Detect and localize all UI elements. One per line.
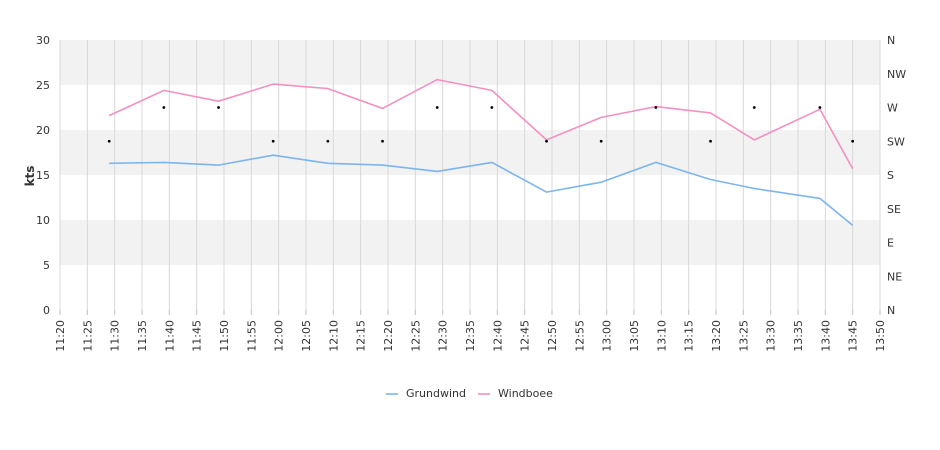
- direction-tick-label: E: [887, 237, 894, 250]
- x-tick-label: 13:00: [601, 320, 614, 352]
- y-tick-label: 20: [36, 124, 50, 137]
- y-tick-label: 10: [36, 214, 50, 227]
- direction-tick-label: SE: [887, 203, 901, 216]
- direction-tick-label: N: [887, 34, 895, 47]
- direction-tick-label: NE: [887, 270, 902, 283]
- y-axis-title: kts: [23, 166, 37, 187]
- direction-axis-ticks: N NE E SE S SW W NW N: [887, 34, 906, 317]
- y-tick-label: 15: [36, 169, 50, 182]
- x-tick-label: 11:30: [109, 320, 122, 352]
- direction-marker: [752, 106, 756, 109]
- x-tick-label: 13:15: [683, 320, 696, 352]
- x-tick-label: 12:55: [573, 320, 586, 352]
- direction-markers: [107, 106, 855, 143]
- x-tick-label: 13:10: [655, 320, 668, 352]
- legend: Grundwind Windboee: [386, 387, 553, 400]
- direction-marker: [545, 139, 548, 143]
- x-tick-label: 12:00: [273, 320, 286, 352]
- direction-marker: [490, 106, 494, 109]
- x-tick-label: 12:10: [327, 320, 340, 352]
- legend-label: Grundwind: [406, 387, 466, 400]
- x-tick-label: 12:45: [519, 320, 532, 352]
- y-tick-label: 25: [36, 79, 50, 92]
- x-tick-label: 12:35: [464, 320, 477, 352]
- direction-tick-label: SW: [887, 135, 905, 148]
- x-tick-label: 13:50: [874, 320, 887, 352]
- direction-marker: [818, 106, 822, 109]
- direction-tick-label: S: [887, 169, 894, 182]
- series-line-grundwind: [109, 154, 854, 227]
- y-tick-label: 5: [43, 259, 50, 272]
- y-tick-label: 0: [43, 304, 50, 317]
- legend-label: Windboee: [498, 387, 553, 400]
- x-tick-label: 12:50: [546, 320, 559, 352]
- x-tick-label: 11:35: [136, 320, 149, 352]
- x-tick-label: 12:40: [491, 320, 504, 352]
- direction-marker: [217, 106, 220, 109]
- direction-tick-label: N: [887, 304, 895, 317]
- x-tick-label: 11:45: [191, 320, 204, 352]
- x-tick-label: 12:30: [437, 320, 450, 352]
- direction-marker: [435, 106, 439, 109]
- x-tick-label: 13:25: [737, 320, 750, 352]
- direction-marker: [654, 106, 658, 109]
- series-lines: [108, 78, 854, 227]
- x-tick-label: 13:30: [765, 320, 778, 352]
- x-tick-label: 11:20: [54, 320, 67, 352]
- x-tick-label: 13:40: [819, 320, 832, 352]
- x-tick-label: 12:25: [409, 320, 422, 352]
- x-tick-label: 12:05: [300, 320, 313, 352]
- direction-marker: [162, 106, 166, 109]
- x-tick-label: 13:05: [628, 320, 641, 352]
- x-axis-ticks: 11:20 11:25 11:30 11:35 11:40 11:45 11:50 11:55…: [54, 320, 887, 352]
- y-axis-ticks: 0 5 10 15 20 25 30: [36, 34, 50, 317]
- direction-marker: [599, 139, 603, 143]
- y-tick-label: 30: [36, 34, 50, 47]
- x-tick-label: 12:15: [355, 320, 368, 352]
- direction-marker: [709, 139, 712, 143]
- direction-tick-label: W: [887, 102, 898, 115]
- direction-marker: [326, 139, 330, 143]
- x-tick-label: 11:50: [218, 320, 231, 352]
- x-tick-label: 11:55: [245, 320, 258, 352]
- x-tick-label: 11:25: [81, 320, 94, 352]
- x-tick-label: 12:20: [382, 320, 395, 352]
- direction-marker: [271, 139, 275, 143]
- direction-marker: [851, 139, 855, 143]
- direction-marker: [381, 139, 384, 143]
- x-tick-label: 13:20: [710, 320, 723, 352]
- series-line-windboee: [108, 78, 854, 170]
- direction-marker: [107, 139, 111, 143]
- vertical-gridlines: [59, 40, 881, 315]
- direction-tick-label: NW: [887, 68, 906, 81]
- x-tick-label: 13:45: [847, 320, 860, 352]
- x-tick-label: 13:35: [792, 320, 805, 352]
- x-tick-label: 11:40: [163, 320, 176, 352]
